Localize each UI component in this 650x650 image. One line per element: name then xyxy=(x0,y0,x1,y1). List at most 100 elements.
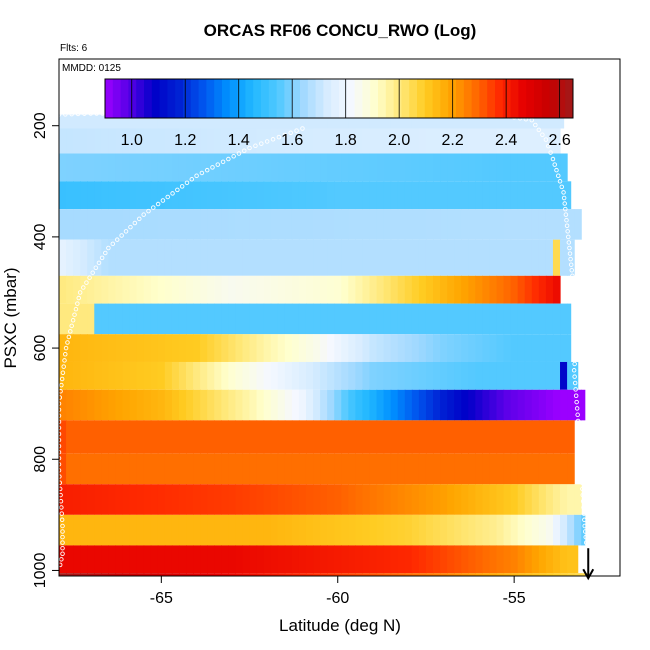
heatmap-cell xyxy=(171,209,180,240)
heatmap-cell xyxy=(277,275,286,304)
heatmap-cell xyxy=(277,484,286,515)
heatmap-cell xyxy=(207,545,215,574)
heatmap-cell xyxy=(242,153,251,182)
heatmap-cell xyxy=(433,514,441,546)
heatmap-cell xyxy=(362,361,371,390)
heatmap-cell xyxy=(461,545,469,574)
heatmap-cell xyxy=(157,239,166,276)
heatmap-cell xyxy=(503,361,512,390)
heatmap-cell xyxy=(277,128,286,154)
heatmap-cell xyxy=(552,389,561,421)
heatmap-cell xyxy=(256,573,265,576)
heatmap-cell xyxy=(214,239,222,276)
heatmap-cell xyxy=(489,114,498,129)
heatmap-cell xyxy=(454,389,462,421)
heatmap-cell xyxy=(207,514,215,546)
heatmap-cell xyxy=(440,389,448,421)
heatmap-cell xyxy=(454,453,462,485)
heatmap-cell xyxy=(503,181,512,210)
heatmap-cell xyxy=(524,303,533,335)
track-point xyxy=(573,387,578,392)
heatmap-cell xyxy=(277,153,286,182)
heatmap-cell xyxy=(277,239,286,276)
heatmap-cell xyxy=(164,153,173,182)
heatmap-cell xyxy=(200,573,208,576)
track-point xyxy=(570,273,575,279)
heatmap-cell xyxy=(447,209,455,240)
heatmap-cell xyxy=(277,334,286,362)
heatmap-cell xyxy=(277,389,286,421)
colorbar-tick-label: 2.2 xyxy=(442,132,464,149)
heatmap-cell xyxy=(320,114,328,129)
track-point xyxy=(90,270,95,275)
heatmap-cell xyxy=(524,573,533,576)
heatmap-cell xyxy=(171,453,180,485)
heatmap-cell xyxy=(418,545,427,574)
track-point xyxy=(571,290,577,295)
heatmap-cell xyxy=(256,181,265,210)
heatmap-cell xyxy=(122,128,131,154)
heatmap-cell xyxy=(249,275,258,304)
track-point xyxy=(204,167,210,173)
heatmap-cell xyxy=(122,573,131,576)
heatmap-cell xyxy=(214,181,222,210)
heatmap-cell xyxy=(270,514,279,546)
heatmap-cell xyxy=(178,453,187,485)
heatmap-cell xyxy=(207,361,215,390)
heatmap-cell xyxy=(256,361,265,390)
heatmap-cell xyxy=(545,361,554,390)
heatmap-cell xyxy=(150,573,159,576)
heatmap-cell xyxy=(355,545,364,574)
heatmap-cell xyxy=(263,239,272,276)
heatmap-cell xyxy=(249,334,258,362)
heatmap-cell xyxy=(277,573,286,576)
heatmap-cell xyxy=(200,420,208,454)
heatmap-cell xyxy=(560,114,565,129)
heatmap-cell xyxy=(397,239,406,276)
heatmap-cell xyxy=(489,303,498,335)
heatmap-cell xyxy=(496,153,505,182)
heatmap-cell xyxy=(122,114,131,129)
heatmap-cell xyxy=(178,484,187,515)
track-point xyxy=(288,130,293,136)
colorbar-tick-label: 1.6 xyxy=(281,132,303,149)
heatmap-cell xyxy=(305,361,314,390)
heatmap-cell xyxy=(178,128,187,154)
heatmap-cell xyxy=(376,114,385,129)
heatmap-cell xyxy=(383,484,392,515)
heatmap-cell xyxy=(355,334,364,362)
heatmap-cell xyxy=(560,573,568,576)
heatmap-cell xyxy=(313,484,321,515)
colorbar-segment xyxy=(502,79,512,118)
heatmap-cell xyxy=(418,209,427,240)
heatmap-cell xyxy=(397,361,406,390)
track-point xyxy=(175,187,180,193)
heatmap-cell xyxy=(298,334,307,362)
heatmap-cell xyxy=(383,303,392,335)
heatmap-cell xyxy=(517,209,526,240)
heatmap-cell xyxy=(355,420,364,454)
heatmap-cell xyxy=(277,209,286,240)
heatmap-cell xyxy=(404,389,413,421)
heatmap-cell xyxy=(362,239,371,276)
heatmap-cell xyxy=(581,514,586,546)
colorbar-segment xyxy=(292,79,301,118)
heatmap-cell xyxy=(334,573,342,576)
heatmap-cell xyxy=(108,420,117,454)
heatmap-cell xyxy=(228,275,237,304)
colorbar-segment xyxy=(401,79,410,118)
heatmap-cell xyxy=(242,573,251,576)
track-point xyxy=(282,132,288,138)
track-point xyxy=(94,111,99,116)
colorbar-segment xyxy=(190,79,200,118)
track-point xyxy=(582,529,588,534)
heatmap-cell xyxy=(397,114,406,129)
heatmap-cell xyxy=(397,128,406,154)
heatmap-cell xyxy=(298,239,307,276)
heatmap-cell xyxy=(73,361,81,390)
track-point xyxy=(572,361,577,367)
heatmap-cell xyxy=(362,303,371,335)
heatmap-cell xyxy=(207,420,215,454)
heatmap-cell xyxy=(228,453,237,485)
heatmap-cell xyxy=(270,275,279,304)
